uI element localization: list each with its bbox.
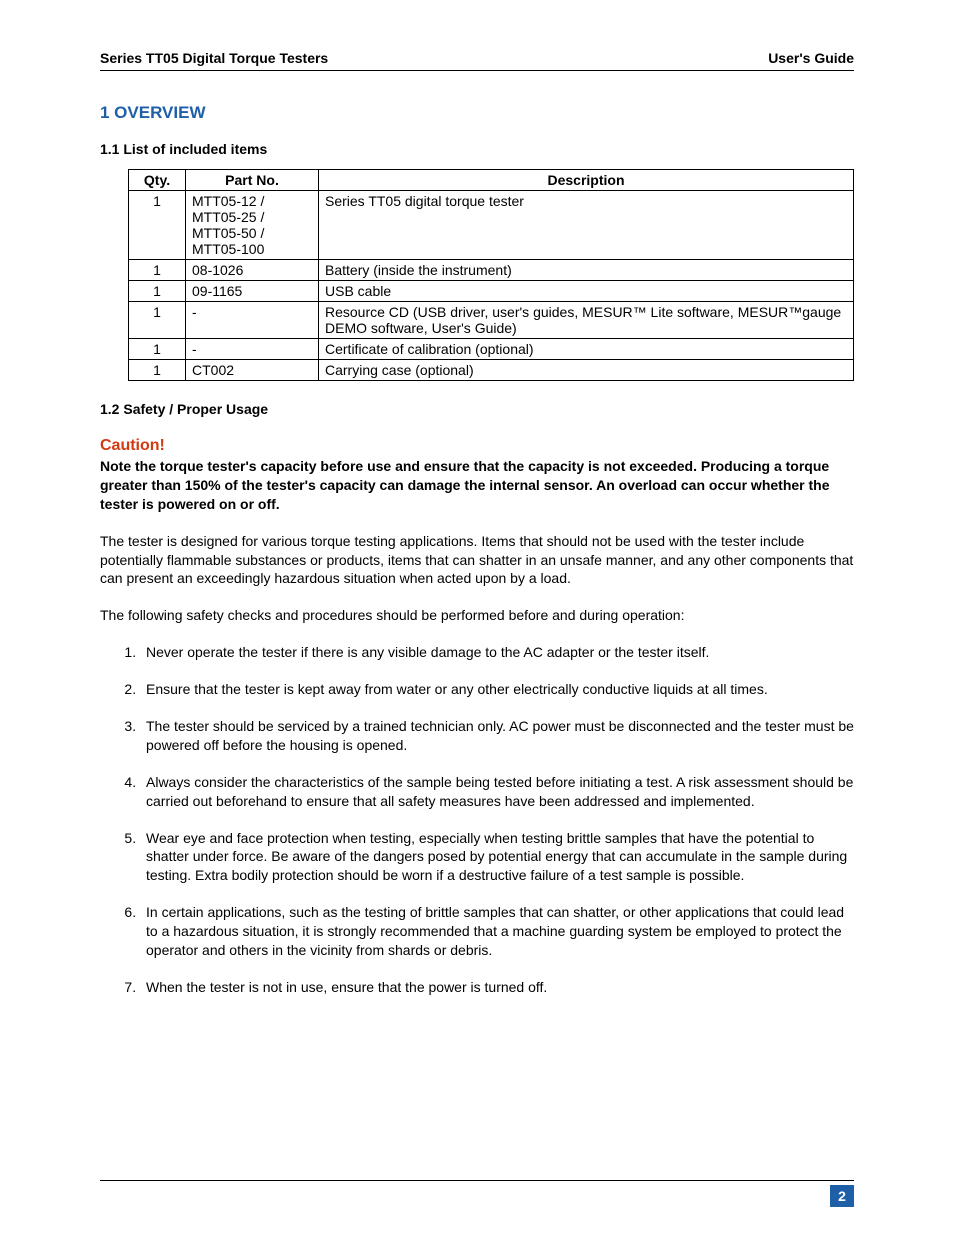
list-item: When the tester is not in use, ensure th… [140, 978, 854, 997]
cell-qty: 1 [129, 191, 186, 260]
cell-part: 09-1165 [186, 281, 319, 302]
section-title: 1 OVERVIEW [100, 103, 854, 123]
cell-part: MTT05-12 / MTT05-25 / MTT05-50 / MTT05-1… [186, 191, 319, 260]
cell-part: CT002 [186, 360, 319, 381]
cell-desc: USB cable [319, 281, 854, 302]
cell-qty: 1 [129, 302, 186, 339]
footer-rule [100, 1180, 854, 1199]
safety-list: Never operate the tester if there is any… [140, 643, 854, 997]
list-item: In certain applications, such as the tes… [140, 903, 854, 960]
included-items-table: Qty. Part No. Description 1 MTT05-12 / M… [128, 169, 854, 381]
list-item: Always consider the characteristics of t… [140, 773, 854, 811]
overview-paragraph-2: The following safety checks and procedur… [100, 606, 854, 625]
list-item: The tester should be serviced by a train… [140, 717, 854, 755]
table-row: 1 09-1165 USB cable [129, 281, 854, 302]
list-item: Ensure that the tester is kept away from… [140, 680, 854, 699]
table-row: 1 MTT05-12 / MTT05-25 / MTT05-50 / MTT05… [129, 191, 854, 260]
cell-desc: Battery (inside the instrument) [319, 260, 854, 281]
table-row: 1 08-1026 Battery (inside the instrument… [129, 260, 854, 281]
col-qty: Qty. [129, 170, 186, 191]
cell-desc: Carrying case (optional) [319, 360, 854, 381]
list-item: Wear eye and face protection when testin… [140, 829, 854, 886]
cell-part: - [186, 302, 319, 339]
cell-desc: Series TT05 digital torque tester [319, 191, 854, 260]
subsection-1-2: 1.2 Safety / Proper Usage [100, 401, 854, 417]
col-part: Part No. [186, 170, 319, 191]
header-right: User's Guide [768, 50, 854, 66]
cell-qty: 1 [129, 260, 186, 281]
caution-heading: Caution! [100, 437, 854, 455]
cell-qty: 1 [129, 281, 186, 302]
cell-desc: Certificate of calibration (optional) [319, 339, 854, 360]
page-header: Series TT05 Digital Torque Testers User'… [100, 50, 854, 71]
page-number: 2 [830, 1185, 854, 1207]
overview-paragraph-1: The tester is designed for various torqu… [100, 532, 854, 589]
list-item: Never operate the tester if there is any… [140, 643, 854, 662]
subsection-1-1: 1.1 List of included items [100, 141, 854, 157]
cell-qty: 1 [129, 360, 186, 381]
cell-part: - [186, 339, 319, 360]
cell-qty: 1 [129, 339, 186, 360]
page-footer: 2 [100, 1180, 854, 1199]
header-left: Series TT05 Digital Torque Testers [100, 50, 328, 66]
caution-note: Note the torque tester's capacity before… [100, 457, 854, 514]
table-row: 1 CT002 Carrying case (optional) [129, 360, 854, 381]
col-desc: Description [319, 170, 854, 191]
cell-desc: Resource CD (USB driver, user's guides, … [319, 302, 854, 339]
cell-part: 08-1026 [186, 260, 319, 281]
table-row: 1 - Certificate of calibration (optional… [129, 339, 854, 360]
table-row: 1 - Resource CD (USB driver, user's guid… [129, 302, 854, 339]
